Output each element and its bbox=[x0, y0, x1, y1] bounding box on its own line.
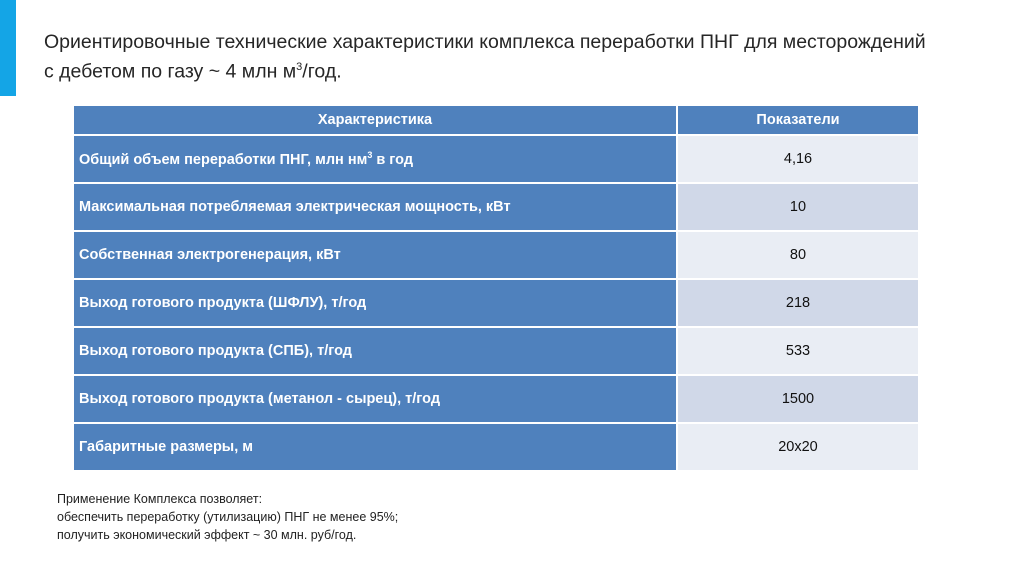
row-label: Габаритные размеры, м bbox=[72, 422, 678, 472]
header-characteristic: Характеристика bbox=[72, 104, 678, 136]
title-text: с дебетом по газу ~ 4 млн м bbox=[44, 60, 297, 83]
row-value: 10 bbox=[676, 182, 920, 232]
table-header: Характеристика Показатели bbox=[72, 104, 920, 136]
row-value: 1500 bbox=[676, 374, 920, 424]
title-line-2: с дебетом по газу ~ 4 млн м3/год. bbox=[44, 55, 926, 85]
row-label: Выход готового продукта (метанол - сырец… bbox=[72, 374, 678, 424]
table-row: Максимальная потребляемая электрическая … bbox=[72, 182, 920, 232]
note-line: обеспечить переработку (утилизацию) ПНГ … bbox=[57, 510, 399, 524]
row-value: 218 bbox=[676, 278, 920, 328]
header-values: Показатели bbox=[676, 104, 920, 136]
row-label: Выход готового продукта (СПБ), т/год bbox=[72, 326, 678, 376]
table-row: Выход готового продукта (СПБ), т/год 533 bbox=[72, 326, 920, 376]
table-row: Выход готового продукта (метанол - сырец… bbox=[72, 374, 920, 424]
row-value: 533 bbox=[676, 326, 920, 376]
row-value: 80 bbox=[676, 230, 920, 280]
row-value: 4,16 bbox=[676, 134, 920, 184]
table-row: Выход готового продукта (ШФЛУ), т/год 218 bbox=[72, 278, 920, 328]
row-label: Собственная электрогенерация, кВт bbox=[72, 230, 678, 280]
benefits-note: Применение Комплекса позволяет: обеспечи… bbox=[57, 490, 398, 544]
title-superscript: 3 bbox=[296, 61, 303, 73]
row-label: Общий объем переработки ПНГ, млн нм3 в г… bbox=[72, 134, 678, 184]
table-row: Собственная электрогенерация, кВт 80 bbox=[72, 230, 920, 280]
accent-bar bbox=[0, 0, 16, 96]
row-value: 20x20 bbox=[676, 422, 920, 472]
note-line: получить экономический эффект ~ 30 млн. … bbox=[57, 528, 357, 542]
table-row: Общий объем переработки ПНГ, млн нм3 в г… bbox=[72, 134, 920, 184]
table-row: Габаритные размеры, м 20x20 bbox=[72, 422, 920, 472]
row-label: Максимальная потребляемая электрическая … bbox=[72, 182, 678, 232]
specs-table: Характеристика Показатели Общий объем пе… bbox=[72, 104, 920, 472]
page-title: Ориентировочные технические характеристи… bbox=[44, 30, 926, 85]
row-label: Выход готового продукта (ШФЛУ), т/год bbox=[72, 278, 678, 328]
note-line: Применение Комплекса позволяет: bbox=[57, 492, 263, 506]
title-line-1: Ориентировочные технические характеристи… bbox=[44, 31, 926, 53]
title-text-end: /год. bbox=[302, 60, 342, 83]
